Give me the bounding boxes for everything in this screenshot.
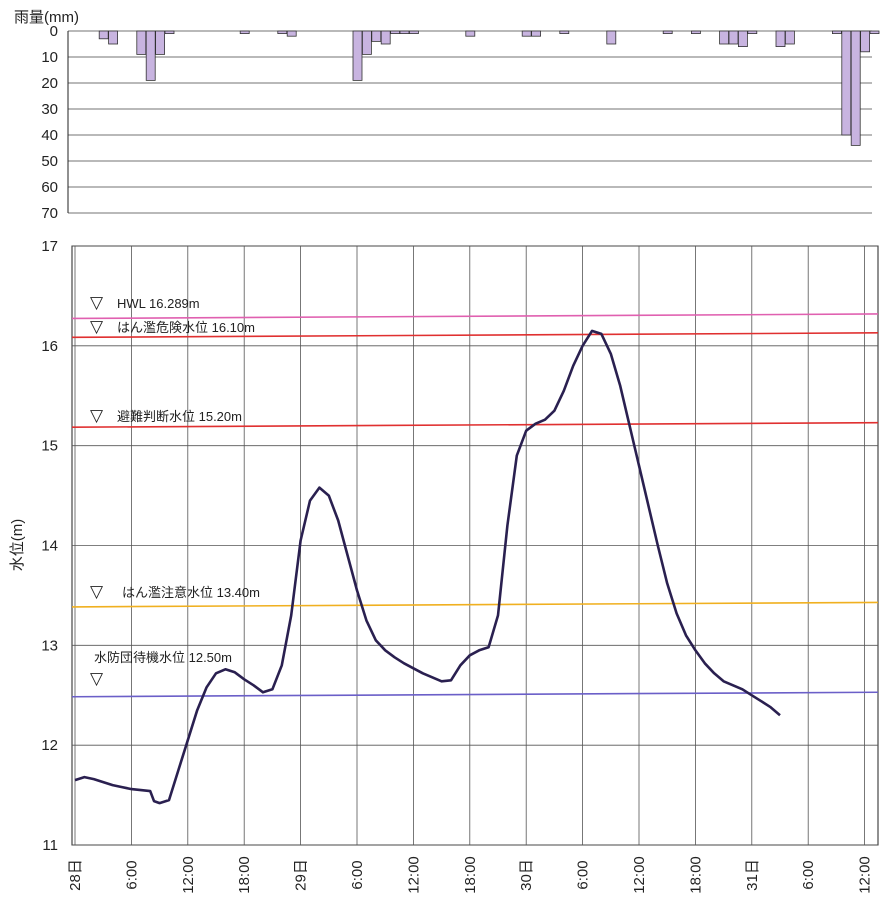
reference-line bbox=[71, 601, 879, 608]
rain-bar bbox=[108, 30, 118, 45]
level-tick-label: 15 bbox=[41, 438, 58, 455]
rain-bar bbox=[728, 30, 739, 45]
rain-bar bbox=[850, 30, 861, 146]
reference-line bbox=[71, 332, 879, 339]
reference-marker-icon: ▽ bbox=[90, 317, 104, 336]
rain-bar bbox=[869, 30, 880, 34]
rain-bar bbox=[361, 30, 372, 55]
rain-bar bbox=[371, 30, 382, 42]
x-tick-label: 18:00 bbox=[462, 856, 479, 894]
rain-bar bbox=[775, 30, 786, 48]
reference-label: 水防団待機水位 12.50m bbox=[94, 650, 232, 665]
reference-marker-icon: ▽ bbox=[90, 293, 104, 312]
rain-bar bbox=[785, 30, 795, 45]
rain-bar bbox=[286, 30, 297, 37]
rain-tick-label: 30 bbox=[41, 101, 58, 118]
x-tick-label: 18:00 bbox=[687, 856, 704, 894]
rain-bar bbox=[164, 30, 175, 34]
level-tick-label: 16 bbox=[41, 338, 58, 355]
rain-bar bbox=[719, 30, 729, 45]
x-tick-label: 12:00 bbox=[405, 856, 422, 894]
rain-bar bbox=[860, 30, 870, 53]
rain-bar bbox=[747, 30, 758, 34]
x-tick-label: 6:00 bbox=[123, 860, 140, 889]
rain-bar bbox=[738, 30, 748, 48]
rain-bar bbox=[98, 30, 109, 40]
rain-bar bbox=[841, 30, 852, 136]
reference-marker-icon: ▽ bbox=[90, 406, 104, 425]
rain-tick-label: 0 bbox=[50, 23, 58, 40]
x-tick-label: 6:00 bbox=[800, 860, 817, 889]
x-tick-label: 6:00 bbox=[349, 860, 366, 889]
x-tick-label: 30日 bbox=[518, 859, 535, 891]
reference-label: はん濫危険水位 16.10m bbox=[117, 320, 255, 335]
reference-label: はん濫注意水位 13.40m bbox=[122, 585, 260, 600]
reference-line bbox=[71, 421, 879, 428]
rain-bar bbox=[380, 30, 391, 45]
rain-bar bbox=[145, 30, 156, 81]
x-tick-label: 18:00 bbox=[236, 856, 253, 894]
level-tick-label: 12 bbox=[41, 737, 58, 754]
level-tick-label: 13 bbox=[41, 637, 58, 654]
rain-tick-label: 10 bbox=[41, 49, 58, 66]
rain-bar bbox=[277, 30, 288, 34]
rain-bar bbox=[606, 30, 617, 45]
rain-bar bbox=[239, 30, 250, 34]
rain-tick-label: 60 bbox=[41, 179, 58, 196]
rain-tick-label: 70 bbox=[41, 205, 58, 222]
level-axis-title: 水位(m) bbox=[9, 519, 26, 572]
rain-bar bbox=[662, 30, 673, 34]
water-level-line bbox=[74, 329, 781, 805]
rain-tick-label: 40 bbox=[41, 127, 58, 144]
x-tick-label: 31日 bbox=[744, 859, 761, 891]
x-tick-label: 29日 bbox=[293, 859, 310, 891]
rain-tick-label: 20 bbox=[41, 75, 58, 92]
x-tick-label: 12:00 bbox=[180, 856, 197, 894]
reference-line bbox=[71, 313, 879, 320]
rain-bar bbox=[465, 30, 476, 37]
rain-bar bbox=[521, 30, 532, 37]
rain-bar bbox=[408, 30, 419, 34]
rain-bar bbox=[155, 30, 166, 55]
rain-tick-label: 50 bbox=[41, 153, 58, 170]
level-tick-label: 17 bbox=[41, 238, 58, 255]
rain-bar bbox=[832, 30, 842, 34]
level-tick-label: 14 bbox=[41, 538, 58, 555]
reference-marker-icon: ▽ bbox=[90, 582, 104, 601]
reference-line bbox=[71, 691, 879, 698]
rain-bar bbox=[352, 30, 363, 81]
rain-plot-area bbox=[68, 31, 872, 213]
rain-axis-title: 雨量(mm) bbox=[14, 9, 79, 26]
level-tick-label: 11 bbox=[42, 837, 58, 854]
rain-bar bbox=[691, 30, 701, 34]
x-tick-label: 12:00 bbox=[857, 856, 874, 894]
rain-bar bbox=[399, 30, 410, 34]
rain-bar bbox=[559, 30, 570, 34]
x-tick-label: 12:00 bbox=[631, 856, 648, 894]
x-tick-label: 6:00 bbox=[575, 860, 592, 889]
reference-marker-icon: ▽ bbox=[90, 669, 104, 688]
rain-bar bbox=[390, 30, 401, 34]
reference-label: 避難判断水位 15.20m bbox=[117, 409, 242, 424]
reference-label: HWL 16.289m bbox=[117, 296, 200, 311]
rain-bar bbox=[531, 30, 541, 37]
x-tick-label: 28日 bbox=[67, 859, 84, 891]
rain-bar bbox=[136, 30, 147, 55]
